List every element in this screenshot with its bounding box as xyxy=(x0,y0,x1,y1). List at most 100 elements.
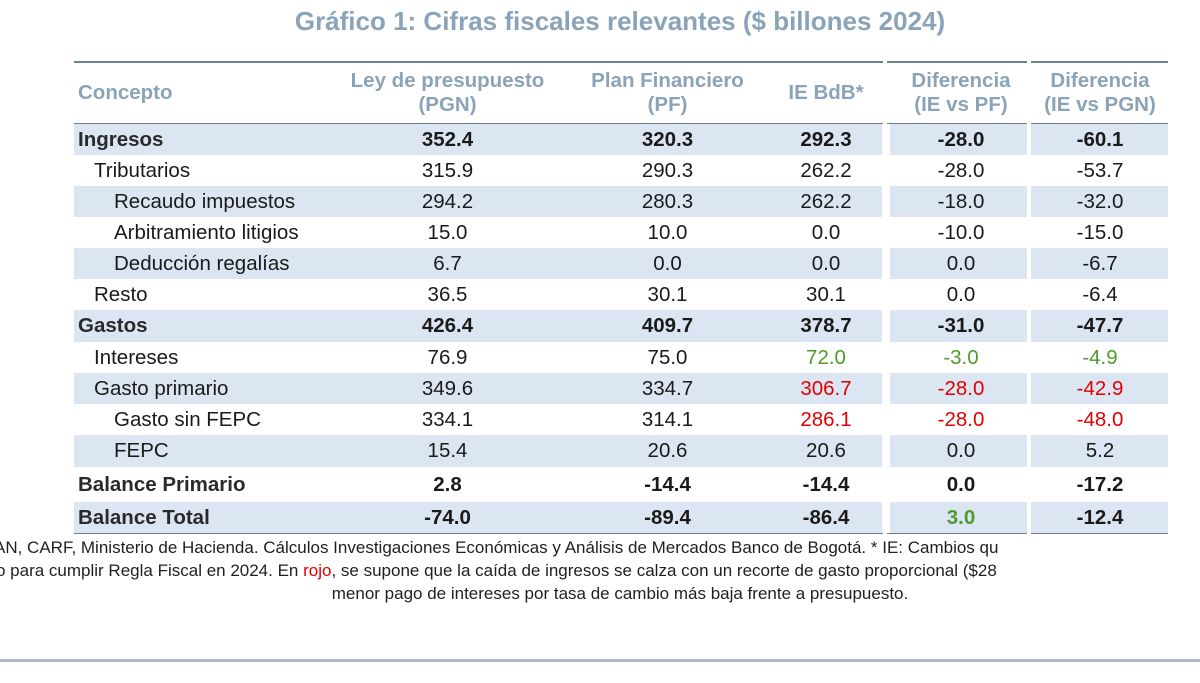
cell-diff-pgn: -17.2 xyxy=(1076,472,1124,496)
cell-ie: 30.1 xyxy=(806,282,846,306)
table-row: Arbitramiento litigios 15.0 10.0 0.0 -10.0 -1… xyxy=(74,217,1168,248)
cell-pgn: 36.5 xyxy=(427,282,468,306)
cell-ie: -86.4 xyxy=(770,502,882,533)
cell-pf: 30.1 xyxy=(647,282,688,306)
cell-ie: 262.2 xyxy=(800,158,852,182)
cell-pf: 280.3 xyxy=(565,186,770,217)
cell-pgn: 349.6 xyxy=(330,373,565,404)
fiscal-table: Concepto Ley de presupuesto (PGN) Plan Fi… xyxy=(74,61,1168,533)
cell-pgn: -74.0 xyxy=(330,502,565,533)
header-ie: IE BdB* xyxy=(788,80,864,104)
cell-pf: 320.3 xyxy=(565,124,770,155)
cell-diff-pgn: -4.9 xyxy=(1082,345,1118,369)
cell-pf: -14.4 xyxy=(644,472,691,496)
header-diff-pf: Diferencia (IE vs PF) xyxy=(911,68,1011,116)
note-text: , se supone que la caída de ingresos se … xyxy=(331,561,997,580)
cell-diff-pgn: -6.4 xyxy=(1082,282,1118,306)
cell-pf: 290.3 xyxy=(641,158,694,182)
cell-pgn: 2.8 xyxy=(433,472,462,496)
cell-diff-pf: -28.0 xyxy=(890,124,1032,155)
cell-ie: 20.6 xyxy=(770,435,882,467)
table-bottom-rule xyxy=(74,532,1168,534)
row-label: Gasto primario xyxy=(74,373,330,404)
cell-diff-pgn: 5.2 xyxy=(1032,435,1168,467)
note-text: o para cumplir Regla Fiscal en 2024. En xyxy=(0,561,304,580)
cell-ie: 306.7 xyxy=(770,373,882,404)
cell-pgn: 294.2 xyxy=(330,186,565,217)
cell-ie: 262.2 xyxy=(770,186,882,217)
row-label: Gasto sin FEPC xyxy=(114,407,261,431)
table-row: Tributarios 315.9 290.3 262.2 -28.0 -53.7 xyxy=(74,155,1168,186)
table-row: Gasto primario 349.6 334.7 306.7 -28.0 -42.9 xyxy=(74,373,1168,404)
table-row: Gasto sin FEPC 334.1 314.1 286.1 -28.0 -48.0 xyxy=(74,404,1168,435)
table-header-row: Concepto Ley de presupuesto (PGN) Plan Fi… xyxy=(74,61,1168,124)
source-note-line-3: menor pago de intereses por tasa de camb… xyxy=(331,584,909,603)
column-separator xyxy=(1027,61,1031,534)
table-top-rule xyxy=(74,61,1168,63)
cell-diff-pf: 3.0 xyxy=(890,502,1032,533)
row-label: Deducción regalías xyxy=(74,248,330,279)
table-row: Recaudo impuestos 294.2 280.3 262.2 -18.0 -32… xyxy=(74,186,1168,217)
cell-pgn: 334.1 xyxy=(421,407,474,431)
row-label: Tributarios xyxy=(94,158,191,182)
cell-diff-pgn: -12.4 xyxy=(1032,502,1168,533)
header-concepto: Concepto xyxy=(78,80,173,104)
header-pgn: Ley de presupuesto (PGN) xyxy=(350,68,545,116)
cell-ie: 292.3 xyxy=(770,124,882,155)
source-note-line-1: AN, CARF, Ministerio de Hacienda. Cálcul… xyxy=(0,538,999,557)
cell-diff-pgn: -15.0 xyxy=(1076,220,1124,244)
cell-pf: 10.0 xyxy=(647,220,688,244)
cell-pf: 409.7 xyxy=(565,310,770,342)
row-label: Arbitramiento litigios xyxy=(114,220,299,244)
table-row: Deducción regalías 6.7 0.0 0.0 0.0 -6.7 xyxy=(74,248,1168,279)
cell-diff-pgn: -60.1 xyxy=(1032,124,1168,155)
cell-diff-pgn: -42.9 xyxy=(1032,373,1168,404)
cell-diff-pgn: -32.0 xyxy=(1032,186,1168,217)
row-label: Ingresos xyxy=(74,124,330,155)
cell-diff-pf: -28.0 xyxy=(937,407,985,431)
cell-diff-pf: -28.0 xyxy=(937,158,985,182)
cell-pf: 20.6 xyxy=(565,435,770,467)
cell-pgn: 352.4 xyxy=(330,124,565,155)
table-row: Resto 36.5 30.1 30.1 0.0 -6.4 xyxy=(74,279,1168,310)
header-diff-pgn: Diferencia (IE vs PGN) xyxy=(1044,68,1156,116)
cell-ie: 0.0 xyxy=(770,248,882,279)
cell-diff-pf: -31.0 xyxy=(890,310,1032,342)
cell-pgn: 6.7 xyxy=(330,248,565,279)
table-body: Ingresos 352.4 320.3 292.3 -28.0 -60.1 Tributa… xyxy=(74,124,1168,533)
header-pf: Plan Financiero (PF) xyxy=(591,68,744,116)
cell-pgn: 15.0 xyxy=(427,220,468,244)
cell-pgn: 315.9 xyxy=(421,158,474,182)
note-highlight-rojo: rojo xyxy=(303,561,332,580)
cell-pf: 314.1 xyxy=(641,407,694,431)
row-label: Intereses xyxy=(94,345,179,369)
row-label: FEPC xyxy=(74,435,330,467)
chart-title: Gráfico 1: Cifras fiscales relevantes ($… xyxy=(294,6,946,36)
cell-diff-pf: -10.0 xyxy=(937,220,985,244)
row-label: Resto xyxy=(94,282,148,306)
cell-diff-pf: -28.0 xyxy=(890,373,1032,404)
cell-pgn: 15.4 xyxy=(330,435,565,467)
cell-pf: 75.0 xyxy=(647,345,688,369)
cell-pgn: 76.9 xyxy=(427,345,468,369)
row-label: Balance Primario xyxy=(78,472,246,496)
cell-ie: 72.0 xyxy=(806,345,846,369)
row-label: Gastos xyxy=(74,310,330,342)
cell-ie: 378.7 xyxy=(770,310,882,342)
cell-diff-pf: -3.0 xyxy=(943,345,979,369)
source-note-line-2: o para cumplir Regla Fiscal en 2024. En … xyxy=(0,561,1196,581)
table-row: Ingresos 352.4 320.3 292.3 -28.0 -60.1 xyxy=(74,124,1168,155)
table-row: Balance Total -74.0 -89.4 -86.4 3.0 -12.4 xyxy=(74,502,1168,533)
cell-diff-pf: 0.0 xyxy=(890,435,1032,467)
cell-diff-pgn: -6.7 xyxy=(1032,248,1168,279)
cell-diff-pgn: -53.7 xyxy=(1076,158,1124,182)
table-row: Balance Primario 2.8 -14.4 -14.4 0.0 -17.2 xyxy=(74,467,1168,502)
cell-ie: -14.4 xyxy=(802,472,850,496)
row-label: Recaudo impuestos xyxy=(74,186,330,217)
cell-diff-pgn: -48.0 xyxy=(1076,407,1124,431)
cell-diff-pgn: -47.7 xyxy=(1032,310,1168,342)
column-separator xyxy=(883,61,887,534)
cell-ie: 0.0 xyxy=(811,220,841,244)
table-row: FEPC 15.4 20.6 20.6 0.0 5.2 xyxy=(74,435,1168,467)
cell-pf: -89.4 xyxy=(565,502,770,533)
